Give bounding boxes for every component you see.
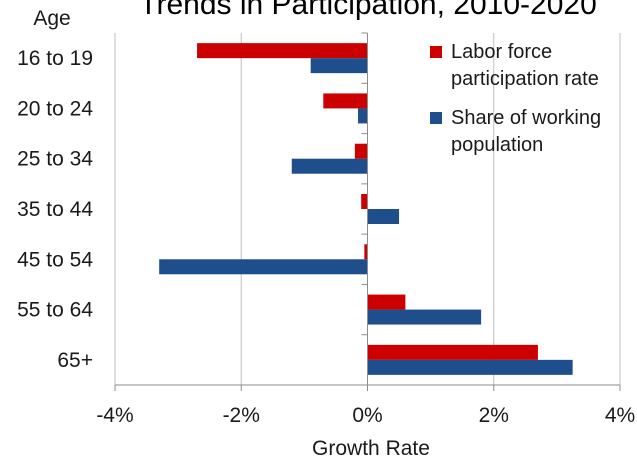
chart-title: Trends in Participation, 2010-2020	[139, 0, 597, 21]
bar-participation-3	[361, 194, 368, 209]
y-axis-title: Age	[33, 7, 70, 30]
legend: Labor force participation rate Share of wo…	[430, 41, 601, 156]
x-axis-title: Growth Rate	[312, 437, 430, 460]
y-tick-label: 16 to 19	[17, 47, 93, 70]
y-tick-label: 45 to 54	[17, 248, 93, 271]
bar-participation-2	[354, 143, 368, 159]
bar-share-4	[159, 259, 368, 275]
legend-swatch-0	[430, 46, 442, 58]
bar-share-5	[367, 309, 482, 325]
bar-share-1	[358, 108, 368, 124]
y-tick-label: 20 to 24	[17, 97, 93, 120]
bar-share-2	[291, 158, 368, 174]
bar-participation-0	[197, 43, 368, 59]
legend-swatch-1	[430, 112, 442, 124]
bar-participation-6	[367, 344, 538, 360]
y-tick-label: 55 to 64	[17, 299, 93, 322]
bars	[159, 43, 573, 375]
bar-participation-5	[367, 294, 406, 310]
grid	[114, 33, 621, 385]
y-tick-label: 35 to 44	[17, 198, 93, 221]
bar-share-6	[367, 359, 573, 375]
x-tick-label: 0%	[352, 404, 382, 427]
bar-share-0	[310, 58, 368, 74]
x-tick-label: -4%	[96, 404, 133, 427]
y-tick-labels: 16 to 19 20 to 24 25 to 34 35 to 44 45 to 54…	[17, 47, 93, 372]
legend-label-1: Share of working population	[451, 107, 601, 156]
x-tick-label: 4%	[605, 404, 635, 427]
x-tick-label: 2%	[479, 404, 509, 427]
bar-participation-4	[364, 244, 368, 260]
legend-label-0: Labor force participation rate	[451, 41, 599, 90]
bar-share-3	[367, 209, 400, 224]
y-tick-label: 65+	[57, 349, 93, 372]
axes	[114, 32, 621, 391]
x-tick-labels: -4% -2% 0% 2% 4%	[96, 404, 635, 427]
y-tick-label: 25 to 34	[17, 148, 93, 171]
x-tick-label: -2%	[223, 404, 260, 427]
bar-participation-1	[323, 93, 368, 109]
